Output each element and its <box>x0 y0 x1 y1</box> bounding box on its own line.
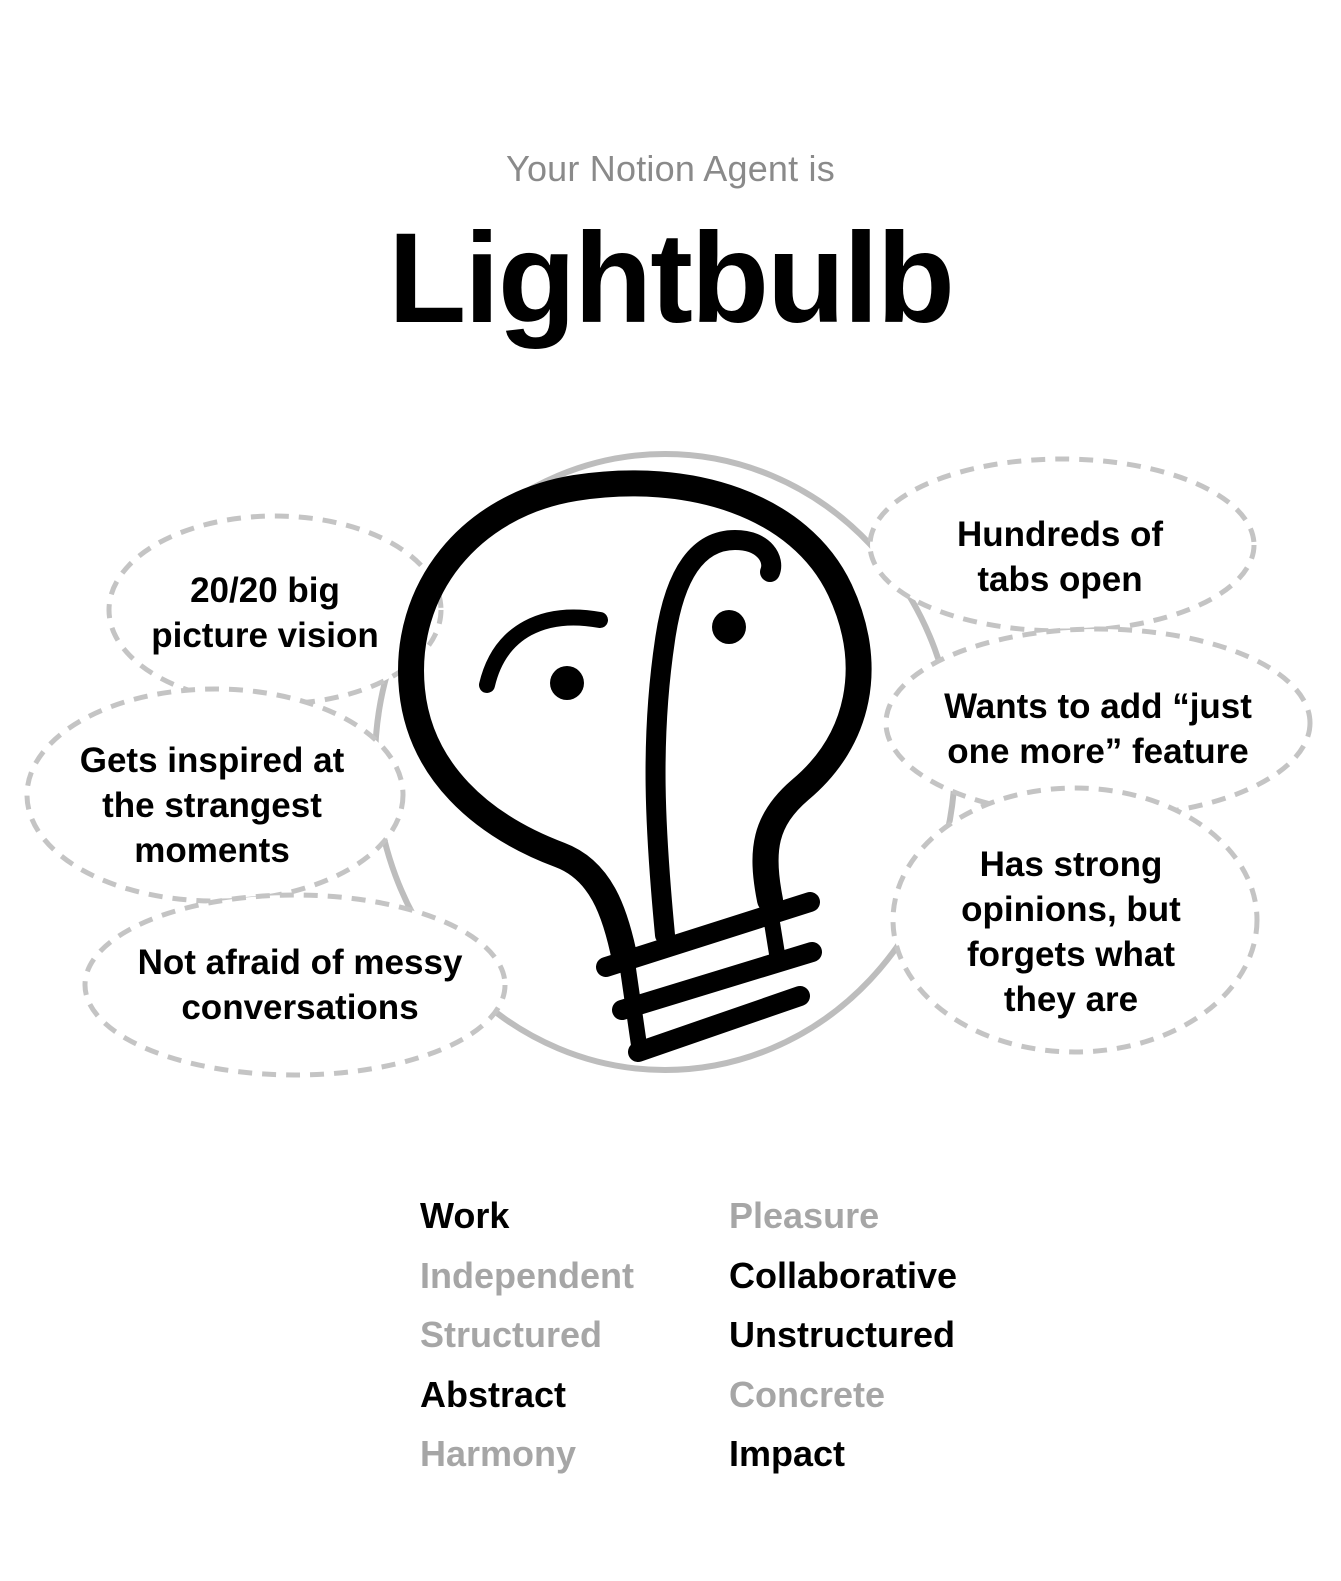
trait-abstract: Abstract <box>420 1373 567 1415</box>
trait-impact: Impact <box>729 1433 846 1474</box>
trait-work: Work <box>420 1195 510 1236</box>
bubble-inspired: Gets inspired at the strangest moments <box>79 741 345 870</box>
bubble-feature: Wants to add “just one more” feature <box>944 687 1252 771</box>
trait-unstructured: Unstructured <box>729 1314 956 1355</box>
bubble-opinions: Has strong opinions, but forgets what th… <box>961 845 1181 1019</box>
trait-row: Harmony Impact <box>420 1428 1040 1488</box>
trait-list: Work Pleasure Independent Collaborative … <box>420 1190 1040 1488</box>
page-title: Lightbulb <box>388 207 955 350</box>
trait-row: Independent Collaborative <box>420 1250 1040 1310</box>
trait-structured: Structured <box>420 1314 603 1355</box>
trait-row: Work Pleasure <box>420 1190 1040 1250</box>
bubble-messy: Not afraid of messy conversations <box>137 943 463 1027</box>
illustration-canvas <box>24 451 1313 1078</box>
trait-collaborative: Collaborative <box>729 1254 958 1296</box>
trait-independent: Independent <box>420 1254 634 1296</box>
page-subtitle: Your Notion Agent is <box>506 148 835 189</box>
bubble-outline-messy <box>82 892 508 1078</box>
trait-row: Abstract Concrete <box>420 1369 1040 1429</box>
trait-row: Structured Unstructured <box>420 1309 1040 1369</box>
bubble-outline-inspired <box>24 686 406 904</box>
trait-harmony: Harmony <box>420 1433 577 1474</box>
bubble-outline-opinions <box>890 785 1260 1055</box>
illustration-area: 20/20 big picture vision Gets inspired a… <box>0 440 1341 1100</box>
bubble-outline-vision <box>106 513 444 707</box>
lightbulb-face-icon <box>398 470 872 1062</box>
bubble-vision: 20/20 big picture vision <box>151 571 379 655</box>
trait-concrete: Concrete <box>729 1373 886 1415</box>
trait-pleasure: Pleasure <box>729 1195 880 1236</box>
bubble-tabs: Hundreds of tabs open <box>956 515 1164 599</box>
